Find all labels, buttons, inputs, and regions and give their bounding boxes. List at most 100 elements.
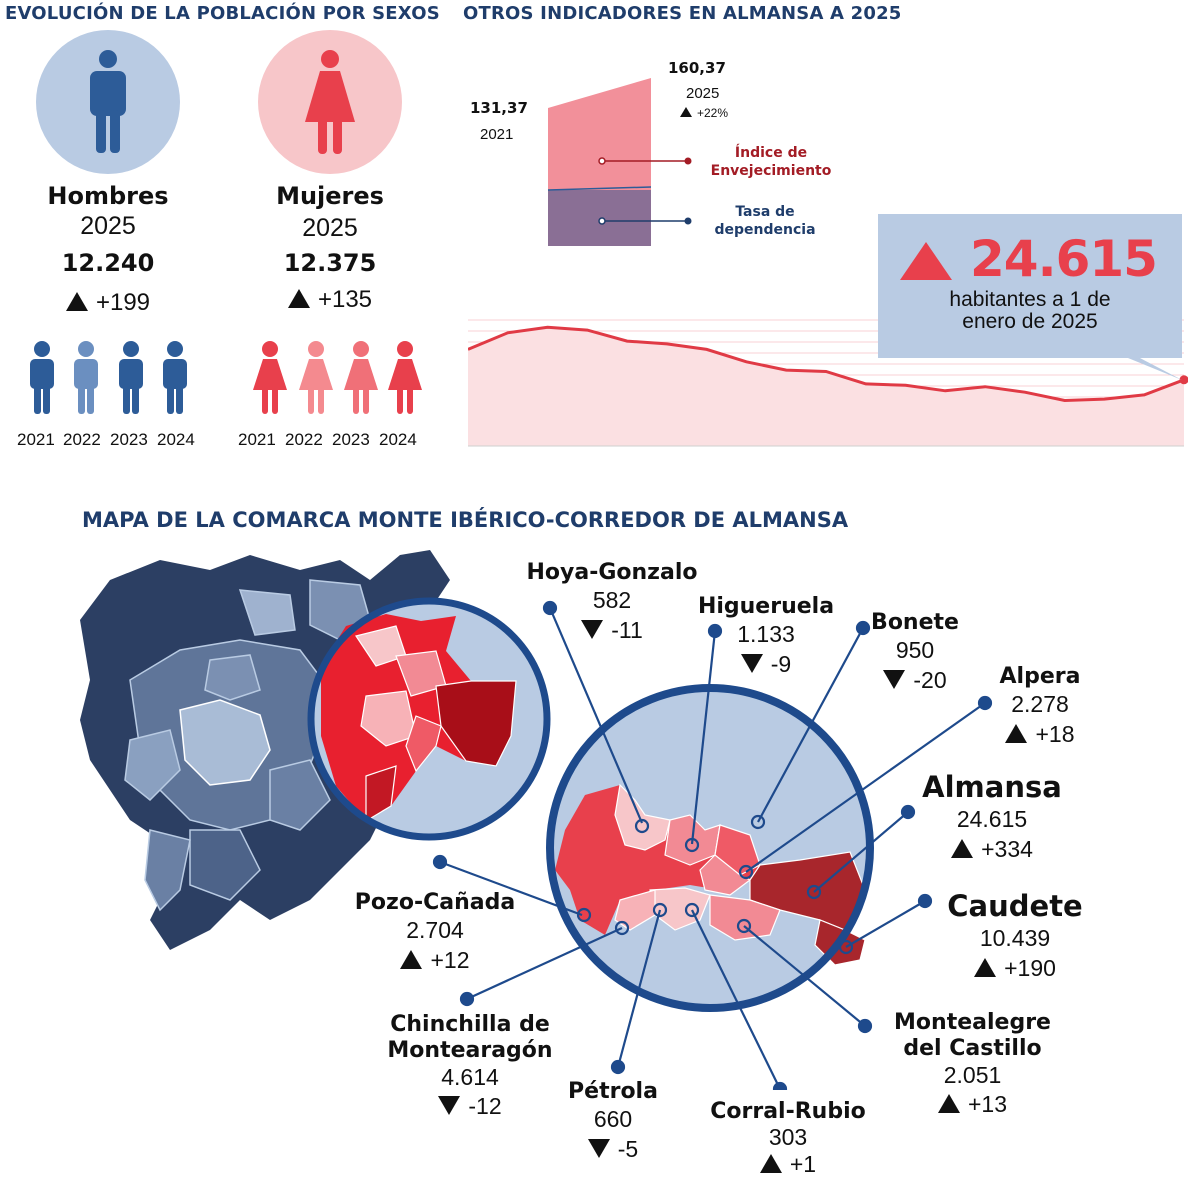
municipality-name: Hoya-Gonzalo xyxy=(526,560,698,585)
municipality-population: 950 xyxy=(895,637,935,663)
up-arrow-icon xyxy=(937,1094,960,1113)
municipality-name: Caudete xyxy=(947,889,1083,923)
up-arrow-icon xyxy=(1005,724,1028,743)
men-year-2021: 2021 xyxy=(17,430,55,449)
municipality-change: +190 xyxy=(940,955,1090,982)
municipality-change: -12 xyxy=(380,1093,560,1119)
municipality-population: 303 xyxy=(768,1124,808,1150)
female-2024-icon xyxy=(388,341,422,414)
women-year-2021: 2021 xyxy=(238,430,276,449)
population-trend-line xyxy=(468,325,1185,403)
men-value: 12.240 xyxy=(61,249,155,277)
municipality-corral-rubio: Corral-Rubio 303 +1 xyxy=(698,1099,878,1178)
population-total: 24.615 xyxy=(970,230,1158,288)
municipality-chinchilla: Chinchilla de Montearagón 4.614 -12 xyxy=(380,1012,560,1119)
down-arrow-icon xyxy=(438,1096,461,1115)
municipality-population: 660 xyxy=(593,1106,633,1132)
municipality-population: 582 xyxy=(592,587,632,613)
municipality-change: +12 xyxy=(340,947,530,974)
municipality-population: 2.051 xyxy=(943,1062,1002,1088)
male-2023-icon xyxy=(119,341,143,414)
municipality-name: Montealegre del Castillo xyxy=(894,1010,1051,1061)
dependency-rate-label: Tasa de dependencia xyxy=(714,204,816,238)
male-history-icons xyxy=(30,341,187,414)
municipality-name: Chinchilla de Montearagón xyxy=(387,1012,553,1063)
male-2022-icon xyxy=(74,341,98,414)
municipality-name: Pétrola xyxy=(568,1079,658,1104)
ageing-2025-year: 2025 xyxy=(686,85,720,102)
map-section-title: MAPA DE LA COMARCA MONTE IBÉRICO-CORREDO… xyxy=(82,508,849,532)
down-arrow-icon xyxy=(883,670,906,689)
ageing-2025-value: 160,37 xyxy=(668,59,726,77)
up-arrow-icon xyxy=(65,292,88,311)
municipalities-zoom-map xyxy=(432,600,993,1090)
women-value: 12.375 xyxy=(283,249,377,277)
up-arrow-icon xyxy=(759,1154,782,1173)
ageing-index-chart xyxy=(547,78,692,246)
population-callout-box xyxy=(878,214,1182,380)
men-year-2024: 2024 xyxy=(157,430,195,449)
female-icon xyxy=(258,30,402,174)
men-label: Hombres xyxy=(47,182,169,210)
up-arrow-icon xyxy=(900,242,952,280)
municipality-population: 24.615 xyxy=(956,806,1028,832)
municipality-change: +334 xyxy=(912,836,1072,863)
population-caption: habitantes a 1 de enero de 2025 xyxy=(949,288,1111,333)
municipality-name: Alpera xyxy=(999,664,1081,689)
map-hoya-gonzalo xyxy=(614,783,671,851)
municipality-name: Corral-Rubio xyxy=(710,1099,866,1124)
ageing-2021-value: 131,37 xyxy=(470,99,528,117)
map-petrola xyxy=(614,889,656,931)
municipality-population: 4.614 xyxy=(441,1064,499,1090)
population-trend-chart xyxy=(468,319,1188,447)
municipality-pozo-canada: Pozo-Cañada 2.704 +12 xyxy=(340,890,530,974)
municipality-change: +18 xyxy=(985,721,1095,748)
municipality-change: -5 xyxy=(553,1136,673,1163)
ageing-2021-year: 2021 xyxy=(480,126,514,143)
female-history-icons xyxy=(253,341,422,414)
women-change: +135 xyxy=(230,286,430,314)
female-2023-icon xyxy=(344,341,378,414)
women-year-2022: 2022 xyxy=(285,430,323,449)
municipality-almansa: Almansa 24.615 +334 xyxy=(912,770,1072,863)
women-label: Mujeres xyxy=(276,182,384,210)
population-trend-endpoint xyxy=(1179,375,1188,385)
up-arrow-icon xyxy=(974,958,997,977)
men-year: 2025 xyxy=(80,212,136,240)
municipality-higueruela: Higueruela 1.133 -9 xyxy=(686,594,846,678)
up-arrow-icon xyxy=(680,107,692,117)
municipality-change: -9 xyxy=(686,651,846,678)
ageing-index-label: Índice de Envejecimiento xyxy=(710,145,832,179)
municipality-change: -20 xyxy=(860,667,970,694)
municipality-name: Higueruela xyxy=(697,594,835,619)
municipality-caudete: Caudete 10.439 +190 xyxy=(940,889,1090,982)
municipality-population: 10.439 xyxy=(979,925,1051,951)
male-2024-icon xyxy=(163,341,187,414)
men-change: +199 xyxy=(8,289,208,317)
municipality-bonete: Bonete 950 -20 xyxy=(860,610,970,694)
down-arrow-icon xyxy=(740,654,763,673)
municipality-hoya-gonzalo: Hoya-Gonzalo 582 -11 xyxy=(512,560,712,644)
municipality-population: 2.278 xyxy=(1011,691,1069,717)
municipality-name: Pozo-Cañada xyxy=(354,890,516,915)
municipality-population: 1.133 xyxy=(737,621,795,647)
municipality-change: -11 xyxy=(512,617,712,644)
men-year-2022: 2022 xyxy=(63,430,101,449)
map-montealegre xyxy=(709,894,781,941)
sexes-section-title: EVOLUCIÓN DE LA POBLACIÓN POR SEXOS xyxy=(5,3,440,24)
municipality-change: +1 xyxy=(698,1151,878,1178)
women-year: 2025 xyxy=(302,214,358,242)
municipality-population: 2.704 xyxy=(406,917,464,943)
comarca-zoom-circle xyxy=(307,597,551,841)
municipality-montealegre: Montealegre del Castillo 2.051 +13 xyxy=(885,1010,1060,1117)
indicators-section-title: OTROS INDICADORES EN ALMANSA A 2025 xyxy=(463,3,902,24)
female-2021-icon xyxy=(253,341,287,414)
municipality-name: Bonete xyxy=(871,610,959,635)
women-year-2024: 2024 xyxy=(379,430,417,449)
up-arrow-icon xyxy=(400,950,423,969)
down-arrow-icon xyxy=(587,1139,610,1158)
up-arrow-icon xyxy=(287,289,310,308)
women-year-2023: 2023 xyxy=(332,430,370,449)
municipality-change: +13 xyxy=(885,1091,1060,1117)
municipality-name: Almansa xyxy=(922,770,1062,804)
